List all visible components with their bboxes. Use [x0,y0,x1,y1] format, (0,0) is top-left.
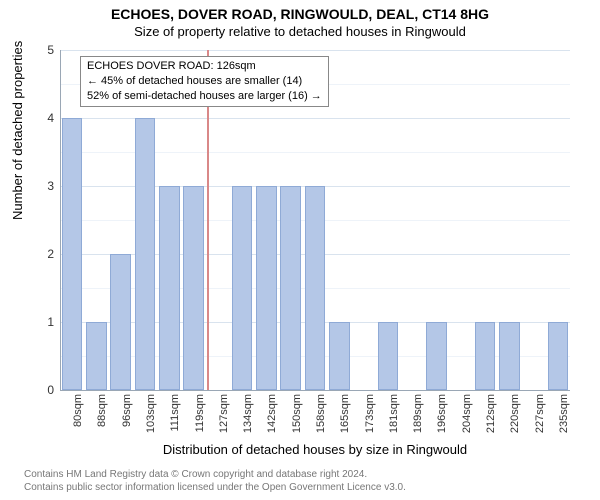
callout-line: ECHOES DOVER ROAD: 126sqm [87,59,322,74]
histogram-bar [183,186,204,390]
histogram-bar [232,186,253,390]
x-tick-label: 220sqm [509,394,521,444]
histogram-bar [135,118,156,390]
histogram-bar [426,322,447,390]
footer-line: Contains HM Land Registry data © Crown c… [24,468,406,481]
x-tick-label: 88sqm [96,394,108,444]
x-tick-label: 127sqm [218,394,230,444]
callout-line: ← 45% of detached houses are smaller (14… [87,74,322,89]
y-tick-label: 0 [24,383,54,397]
x-tick-label: 103sqm [145,394,157,444]
y-tick-label: 5 [24,43,54,57]
histogram-bar [475,322,496,390]
x-tick-label: 134sqm [242,394,254,444]
x-tick-label: 212sqm [485,394,497,444]
x-tick-label: 235sqm [558,394,570,444]
x-tick-label: 189sqm [412,394,424,444]
x-tick-label: 196sqm [436,394,448,444]
y-tick-label: 4 [24,111,54,125]
gridline-major [60,50,570,51]
footer-line: Contains public sector information licen… [24,481,406,494]
x-tick-label: 80sqm [72,394,84,444]
plot-region: 01234580sqm88sqm96sqm103sqm111sqm119sqm1… [60,50,570,390]
histogram-bar [378,322,399,390]
y-tick-label: 1 [24,315,54,329]
x-axis-line [60,390,570,391]
histogram-bar [329,322,350,390]
y-axis-label: Number of detached properties [10,41,25,220]
x-tick-label: 150sqm [291,394,303,444]
histogram-bar [62,118,83,390]
y-tick-label: 2 [24,247,54,261]
histogram-bar [256,186,277,390]
x-tick-label: 96sqm [121,394,133,444]
x-tick-label: 119sqm [194,394,206,444]
histogram-bar [110,254,131,390]
chart-subtitle: Size of property relative to detached ho… [0,22,600,39]
chart-area: 01234580sqm88sqm96sqm103sqm111sqm119sqm1… [60,50,570,390]
chart-title: ECHOES, DOVER ROAD, RINGWOULD, DEAL, CT1… [0,0,600,22]
y-tick-label: 3 [24,179,54,193]
x-tick-label: 173sqm [364,394,376,444]
x-tick-label: 204sqm [461,394,473,444]
x-tick-label: 227sqm [534,394,546,444]
footer-attribution: Contains HM Land Registry data © Crown c… [24,468,406,494]
callout-line: 52% of semi-detached houses are larger (… [87,89,322,104]
x-tick-label: 165sqm [339,394,351,444]
histogram-bar [499,322,520,390]
x-tick-label: 111sqm [169,394,181,444]
x-tick-label: 181sqm [388,394,400,444]
histogram-bar [548,322,569,390]
y-axis-line [60,50,61,390]
x-tick-label: 158sqm [315,394,327,444]
x-tick-label: 142sqm [266,394,278,444]
histogram-bar [159,186,180,390]
histogram-bar [86,322,107,390]
histogram-bar [305,186,326,390]
callout-box: ECHOES DOVER ROAD: 126sqm← 45% of detach… [80,56,329,107]
histogram-bar [280,186,301,390]
x-axis-label: Distribution of detached houses by size … [60,442,570,457]
